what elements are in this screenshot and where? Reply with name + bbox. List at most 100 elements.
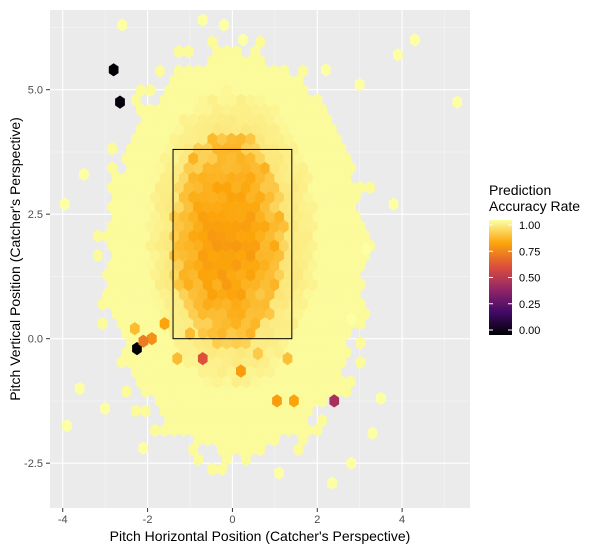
hex-cell (298, 375, 308, 389)
hex-cell (231, 122, 242, 136)
hex-cell (207, 365, 218, 379)
hex-cell (274, 404, 285, 418)
hex-cell (202, 219, 213, 233)
hex-cell (303, 287, 313, 301)
hex-cell (202, 103, 213, 117)
hex-cell (283, 423, 294, 437)
hex-cell (164, 200, 175, 214)
hex-cell (202, 297, 213, 311)
hex-cell (221, 239, 232, 253)
hex-cell (279, 414, 289, 428)
hex-cell (207, 113, 218, 127)
hex-cell (145, 200, 156, 214)
hex-cell (164, 219, 175, 233)
hex-cell (264, 74, 275, 88)
hex-cell (269, 316, 280, 331)
hex-cell (221, 258, 232, 272)
hex-cell (283, 268, 294, 282)
hex-cell-outlier (272, 394, 282, 408)
y-tick-label: -2.5 (24, 458, 43, 470)
hex-cell (264, 132, 275, 146)
hex-cell (193, 200, 203, 214)
hex-cell (121, 307, 132, 321)
hex-cell (207, 462, 218, 476)
hex-cell (245, 54, 256, 68)
hex-cell (245, 132, 256, 146)
hex-cell (126, 219, 137, 233)
hex-cell (226, 54, 237, 68)
hex-cell (307, 200, 318, 214)
hex-cell (241, 375, 251, 389)
hex-cell (355, 297, 366, 311)
hex-cell (298, 278, 308, 292)
hex-cell (298, 122, 308, 136)
hex-cell (312, 346, 323, 360)
hex-cell (131, 307, 141, 321)
hex-cell (250, 278, 261, 292)
hex-cell (193, 219, 203, 233)
hex-cell (264, 423, 275, 437)
hex-cell (145, 142, 156, 156)
hex-cell (255, 35, 265, 49)
hex-cell (312, 229, 323, 243)
hex-cell (264, 210, 275, 224)
hex-cell (198, 307, 208, 321)
hex-cell (250, 103, 261, 117)
hex-cell (336, 200, 347, 214)
hex-cell (283, 190, 294, 204)
hex-cell (107, 278, 117, 292)
hex-cell (303, 113, 313, 127)
hex-cell (331, 268, 342, 282)
hex-cell (231, 200, 242, 214)
hex-cell (164, 414, 175, 428)
hex-cell (135, 239, 146, 253)
hex-cell (155, 142, 165, 156)
hex-cell (140, 404, 151, 418)
hex-cell (264, 113, 275, 127)
hex-cell (288, 122, 299, 136)
hex-cell (159, 248, 170, 263)
hex-cell (250, 200, 261, 214)
hex-cell (131, 404, 141, 418)
y-axis-title: Pitch Vertical Position (Catcher's Persp… (7, 117, 23, 401)
hex-cell (336, 278, 347, 292)
hex-cell (174, 219, 184, 233)
hex-cell (135, 297, 146, 311)
hex-cell (155, 297, 165, 311)
hex-cell (288, 142, 299, 156)
hex-cell (183, 122, 194, 136)
hex-cell (221, 336, 232, 350)
hex-cell (145, 161, 156, 175)
hex-cell (274, 132, 285, 146)
hex-cell (145, 103, 156, 117)
hex-cell (159, 287, 170, 301)
hex-cell (326, 258, 337, 272)
hex-cell (126, 161, 137, 175)
hex-cell (288, 219, 299, 233)
hex-cell (245, 74, 256, 88)
hex-cell (126, 355, 137, 369)
hex-cell (150, 171, 160, 185)
hex-cell (202, 394, 213, 408)
hex-cell (274, 151, 285, 165)
hex-cell (336, 239, 347, 253)
hex-cell (217, 113, 227, 127)
hex-cell (341, 210, 351, 224)
hex-cell (193, 161, 203, 175)
hex-cell (159, 151, 170, 165)
hex-cell (341, 268, 351, 282)
hex-cell (221, 45, 232, 59)
hex-cell (145, 180, 156, 195)
hex-cell (336, 336, 347, 350)
hex-cell (326, 161, 337, 175)
hex-cell (245, 287, 256, 301)
hex-cell (221, 122, 232, 136)
hex-cell (174, 45, 184, 59)
hex-cell (283, 404, 294, 418)
hex-cell (221, 394, 232, 408)
hex-cell (231, 83, 242, 97)
hex-cell (283, 326, 294, 340)
hex-cell (183, 142, 194, 156)
hex-cell (322, 113, 332, 127)
x-axis-title: Pitch Horizontal Position (Catcher's Per… (110, 528, 411, 544)
